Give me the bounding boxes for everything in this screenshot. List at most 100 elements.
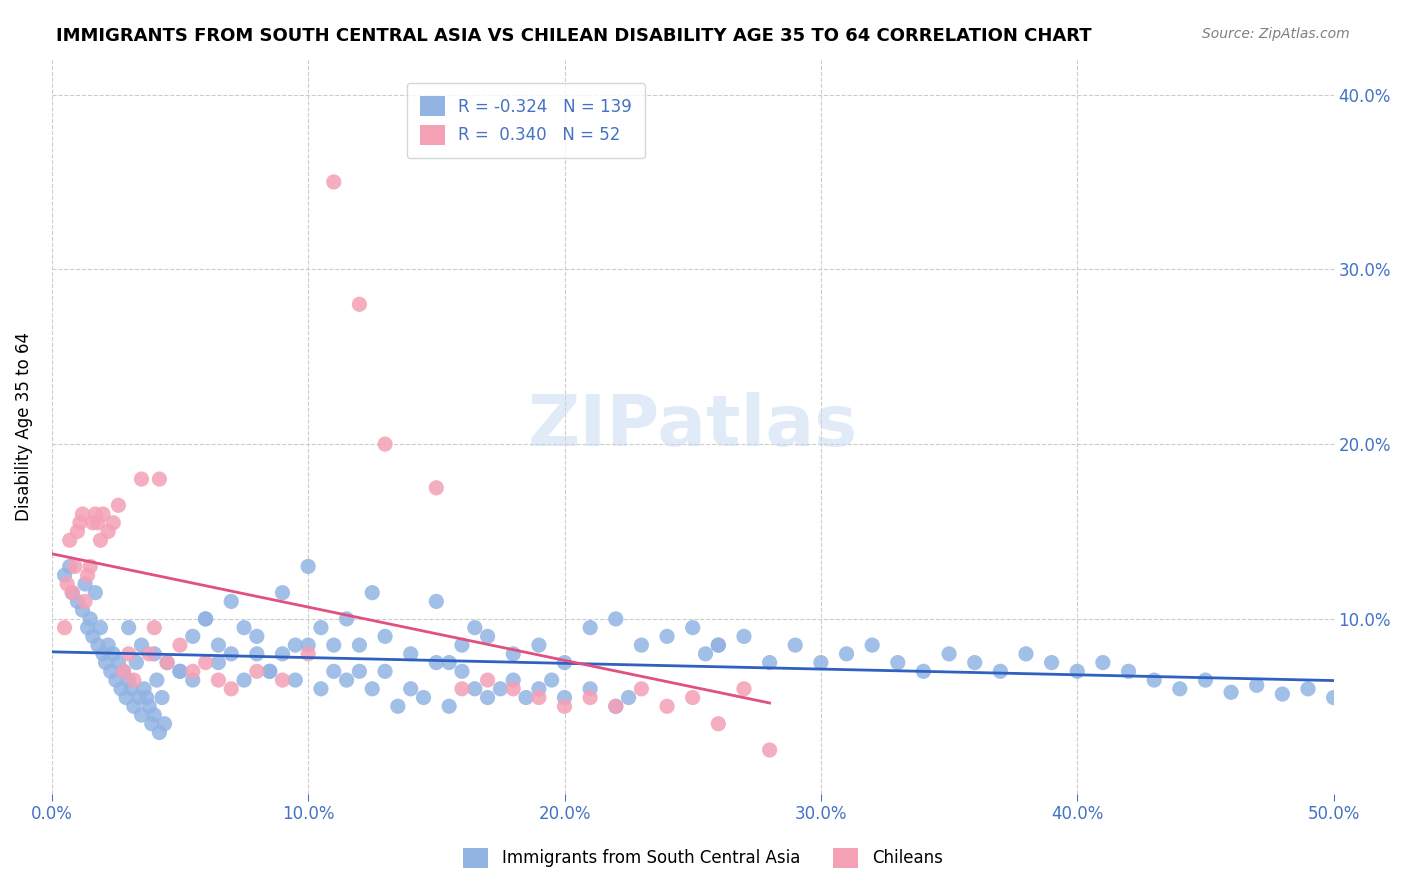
Point (579, 621, 602, 635)
Point (219, 681, 242, 696)
Point (63, 559, 86, 574)
Point (169, 665, 191, 679)
Point (125, 656, 148, 670)
Point (219, 647, 242, 661)
Point (810, 656, 832, 670)
Point (605, 612, 627, 626)
Point (100, 665, 122, 679)
Point (540, 673, 562, 687)
Point (425, 656, 447, 670)
Point (1015, 647, 1038, 661)
Point (59, 559, 82, 574)
Point (94, 656, 117, 670)
Point (207, 656, 229, 670)
Point (322, 175, 344, 189)
Point (502, 681, 524, 696)
Point (66, 524, 89, 539)
Point (553, 690, 575, 705)
Point (655, 699, 678, 714)
Point (349, 665, 371, 679)
Point (143, 621, 166, 635)
Point (374, 629, 396, 643)
Point (682, 690, 704, 705)
Point (259, 665, 281, 679)
Point (579, 690, 602, 705)
Point (938, 647, 960, 661)
Point (76, 568, 98, 582)
Point (553, 699, 575, 714)
Point (181, 629, 204, 643)
Point (72, 507, 94, 521)
Point (1220, 685, 1243, 699)
Point (1143, 673, 1166, 687)
Text: IMMIGRANTS FROM SOUTH CENTRAL ASIA VS CHILEAN DISABILITY AGE 35 TO 64 CORRELATIO: IMMIGRANTS FROM SOUTH CENTRAL ASIA VS CH… (56, 27, 1092, 45)
Point (1296, 681, 1319, 696)
Point (349, 638, 371, 652)
Point (477, 629, 499, 643)
Point (91, 507, 114, 521)
Point (131, 472, 153, 486)
Point (912, 665, 935, 679)
Point (1336, 699, 1358, 714)
Point (84, 507, 107, 521)
Point (451, 665, 474, 679)
Point (60, 585, 83, 599)
Point (387, 699, 409, 714)
Point (69, 516, 91, 530)
Point (271, 585, 294, 599)
Point (72, 603, 94, 617)
Point (59, 533, 82, 548)
Point (695, 647, 717, 661)
Point (207, 638, 229, 652)
Point (682, 621, 704, 635)
Point (271, 647, 294, 661)
Point (464, 621, 486, 635)
Point (87, 516, 110, 530)
Point (1091, 656, 1114, 670)
Point (148, 472, 170, 486)
Point (374, 665, 396, 679)
Point (707, 638, 730, 652)
Point (374, 437, 396, 451)
Point (207, 673, 229, 687)
Point (141, 716, 163, 731)
Point (233, 673, 256, 687)
Point (53, 621, 76, 635)
Point (107, 498, 129, 512)
Point (707, 638, 730, 652)
Point (297, 638, 319, 652)
Point (138, 699, 160, 714)
Point (103, 647, 125, 661)
Point (91, 647, 114, 661)
Point (1118, 665, 1140, 679)
Point (122, 699, 145, 714)
Point (437, 699, 460, 714)
Point (56, 577, 79, 591)
Point (361, 585, 384, 599)
Point (138, 647, 160, 661)
Point (89, 533, 111, 548)
Point (758, 743, 780, 757)
Point (76, 621, 98, 635)
Point (617, 690, 640, 705)
Point (75, 594, 97, 608)
Point (271, 673, 294, 687)
Point (502, 647, 524, 661)
Point (425, 481, 447, 495)
Point (1040, 656, 1063, 670)
Point (104, 673, 127, 687)
Point (399, 647, 422, 661)
Point (97, 638, 120, 652)
Point (963, 656, 986, 670)
Point (112, 665, 135, 679)
Point (605, 699, 627, 714)
Point (143, 708, 166, 723)
Point (309, 621, 332, 635)
Point (233, 621, 256, 635)
Point (75, 577, 97, 591)
Point (110, 681, 132, 696)
Point (1168, 681, 1191, 696)
Point (1246, 678, 1268, 692)
Point (630, 638, 652, 652)
Point (156, 656, 179, 670)
